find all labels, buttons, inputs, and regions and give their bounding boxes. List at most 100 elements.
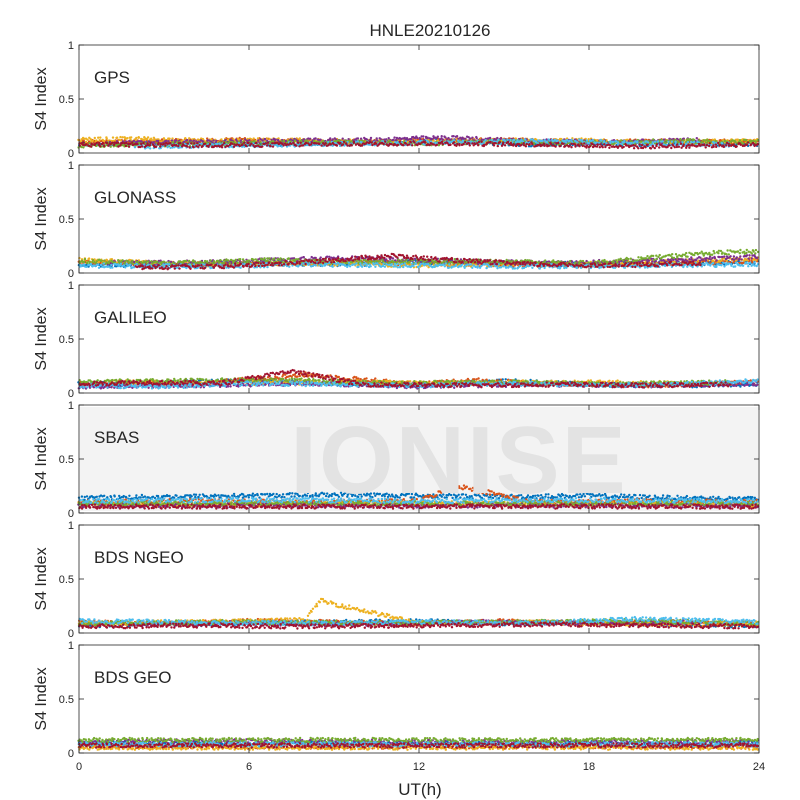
data-point <box>419 143 421 145</box>
data-point <box>580 143 582 145</box>
data-point <box>583 142 585 144</box>
data-point <box>215 140 217 142</box>
data-point <box>283 140 285 142</box>
data-point <box>343 141 345 143</box>
data-point <box>297 142 299 144</box>
data-point <box>456 143 458 145</box>
data-point <box>154 139 156 141</box>
data-point <box>674 146 676 148</box>
data-point <box>468 142 470 144</box>
data-point <box>724 140 726 142</box>
data-point <box>513 139 515 141</box>
data-point <box>353 141 355 143</box>
data-point <box>85 141 87 143</box>
data-point <box>603 140 605 142</box>
data-point <box>671 141 673 143</box>
data-point <box>441 141 443 143</box>
data-point <box>574 145 576 147</box>
data-point <box>247 142 249 144</box>
data-point <box>295 145 297 147</box>
data-point <box>147 146 149 148</box>
data-point <box>357 140 359 142</box>
data-point <box>570 143 572 145</box>
data-point <box>568 140 570 142</box>
data-point <box>476 137 478 139</box>
data-point <box>477 144 479 146</box>
data-point <box>172 141 174 143</box>
data-point <box>275 138 277 140</box>
data-point <box>147 136 149 138</box>
data-point <box>78 142 80 144</box>
data-point <box>164 144 166 146</box>
data-point <box>654 141 656 143</box>
data-point <box>166 146 168 148</box>
data-point <box>757 143 759 145</box>
data-point <box>597 143 599 145</box>
data-point <box>734 141 736 143</box>
data-point <box>424 141 426 143</box>
data-point <box>130 136 132 138</box>
data-point <box>754 140 756 142</box>
data-point <box>679 138 681 140</box>
data-point <box>706 144 708 146</box>
data-point <box>674 141 676 143</box>
data-point <box>495 142 497 144</box>
data-point <box>457 140 459 142</box>
data-point <box>520 144 522 146</box>
data-point <box>245 145 247 147</box>
data-point <box>299 137 301 139</box>
data-point <box>266 144 268 146</box>
data-point <box>458 144 460 146</box>
data-point <box>346 144 348 146</box>
data-point <box>201 145 203 147</box>
data-point <box>589 145 591 147</box>
data-point <box>86 139 88 141</box>
data-point <box>544 145 546 147</box>
data-point <box>95 139 97 141</box>
data-point <box>464 141 466 143</box>
data-point <box>506 139 508 141</box>
data-point <box>384 141 386 143</box>
data-point <box>602 146 604 148</box>
data-point <box>603 143 605 145</box>
data-point <box>113 144 115 146</box>
data-point <box>604 146 606 148</box>
data-point <box>370 137 372 139</box>
data-point <box>662 140 664 142</box>
data-point <box>687 141 689 143</box>
data-point <box>688 147 690 149</box>
data-point <box>261 139 263 141</box>
data-point <box>131 142 133 144</box>
data-point <box>633 147 635 149</box>
data-point <box>179 142 181 144</box>
data-point <box>141 145 143 147</box>
data-point <box>103 145 105 147</box>
data-point <box>269 145 271 147</box>
data-point <box>393 136 395 138</box>
data-point <box>740 144 742 146</box>
data-point <box>265 142 267 144</box>
data-point <box>190 142 192 144</box>
data-point <box>300 142 302 144</box>
data-point <box>106 142 108 144</box>
data-point <box>652 138 654 140</box>
data-point <box>708 145 710 147</box>
data-point <box>630 142 632 144</box>
data-point <box>588 142 590 144</box>
data-point <box>568 145 570 147</box>
data-point <box>395 139 397 141</box>
data-point <box>322 140 324 142</box>
data-point <box>376 139 378 141</box>
data-point <box>704 139 706 141</box>
data-point <box>689 138 691 140</box>
data-point <box>668 144 670 146</box>
data-point <box>713 146 715 148</box>
data-point <box>106 137 108 139</box>
data-point <box>596 145 598 147</box>
y-tick-label: 1 <box>68 40 74 52</box>
data-point <box>329 137 331 139</box>
data-point <box>541 140 543 142</box>
data-point <box>140 143 142 145</box>
data-point <box>78 257 80 259</box>
